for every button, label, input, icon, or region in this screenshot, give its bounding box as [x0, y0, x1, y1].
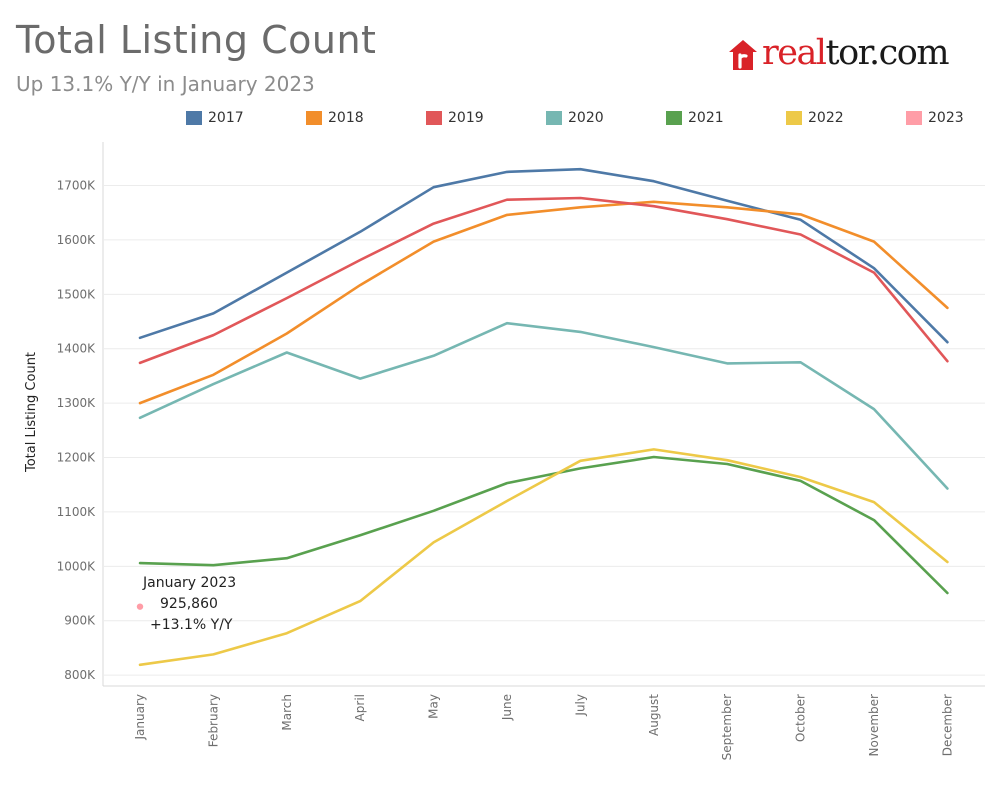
series-line-2017 [138, 167, 949, 344]
y-tick-label: 1000K [57, 559, 97, 573]
x-axis: January February March April May June July Augu… [133, 694, 954, 761]
chart-subtitle: Up 13.1% Y/Y in January 2023 [16, 72, 315, 96]
legend: 2017 2018 2019 2020 2021 2022 2023 [186, 110, 986, 130]
legend-label: 2017 [208, 110, 244, 126]
legend-label: 2023 [928, 110, 964, 126]
annotation-value: 925,860 [160, 596, 218, 612]
legend-item-2019[interactable]: 2019 [426, 110, 484, 126]
x-tick-label: March [280, 694, 294, 731]
x-tick-label: January [133, 694, 147, 741]
y-axis-label: Total Listing Count [24, 352, 39, 473]
series-line-2020 [138, 321, 949, 490]
legend-swatch [906, 111, 922, 125]
legend-item-2023[interactable]: 2023 [906, 110, 964, 126]
legend-swatch [306, 111, 322, 125]
y-tick-label: 900K [64, 614, 96, 628]
legend-label: 2021 [688, 110, 724, 126]
y-tick-label: 1500K [57, 287, 97, 301]
x-tick-label: May [427, 694, 441, 719]
legend-swatch [546, 111, 562, 125]
chart-title: Total Listing Count [16, 18, 377, 62]
legend-item-2022[interactable]: 2022 [786, 110, 844, 126]
x-tick-label: July [573, 694, 587, 717]
x-tick-label: August [647, 694, 661, 736]
house-logo-icon [729, 40, 757, 70]
logo-text-tor-com: tor.com [825, 33, 950, 73]
realtor-logo: real tor.com [728, 33, 950, 73]
legend-item-2017[interactable]: 2017 [186, 110, 244, 126]
legend-item-2021[interactable]: 2021 [666, 110, 724, 126]
y-tick-label: 1400K [57, 342, 97, 356]
x-tick-label: February [206, 694, 220, 747]
legend-swatch [666, 111, 682, 125]
y-tick-label: 1100K [57, 505, 97, 519]
legend-label: 2020 [568, 110, 604, 126]
series-lines [136, 167, 949, 667]
annotation-title: January 2023 [142, 575, 236, 591]
legend-swatch [786, 111, 802, 125]
annotation: January 2023 925,860 +13.1% Y/Y [142, 575, 236, 633]
legend-swatch [186, 111, 202, 125]
y-tick-label: 1200K [57, 451, 97, 465]
x-tick-label: April [353, 694, 367, 721]
legend-label: 2019 [448, 110, 484, 126]
y-tick-label: 1300K [57, 396, 97, 410]
x-tick-label: November [867, 694, 881, 756]
y-tick-label: 1600K [57, 233, 97, 247]
legend-item-2018[interactable]: 2018 [306, 110, 364, 126]
legend-item-2020[interactable]: 2020 [546, 110, 604, 126]
y-tick-label: 1700K [57, 179, 97, 193]
x-tick-label: September [720, 694, 734, 760]
y-tick-label: 800K [64, 668, 96, 682]
legend-label: 2022 [808, 110, 844, 126]
grid-lines [102, 142, 985, 687]
x-tick-label: December [940, 694, 954, 756]
x-tick-label: October [794, 694, 808, 742]
series-line-2018 [138, 200, 949, 405]
series-line-2022 [138, 448, 949, 667]
logo-text-real: real [762, 33, 827, 73]
series-line-2021 [138, 455, 949, 595]
series-point-2023 [136, 603, 144, 610]
legend-swatch [426, 111, 442, 125]
legend-label: 2018 [328, 110, 364, 126]
annotation-change: +13.1% Y/Y [150, 617, 233, 633]
x-tick-label: June [500, 694, 514, 721]
series-line-2019 [138, 196, 949, 365]
y-axis: 800K 900K 1000K 1100K 1200K 1300K 1400K 1500K 16… [57, 179, 97, 683]
